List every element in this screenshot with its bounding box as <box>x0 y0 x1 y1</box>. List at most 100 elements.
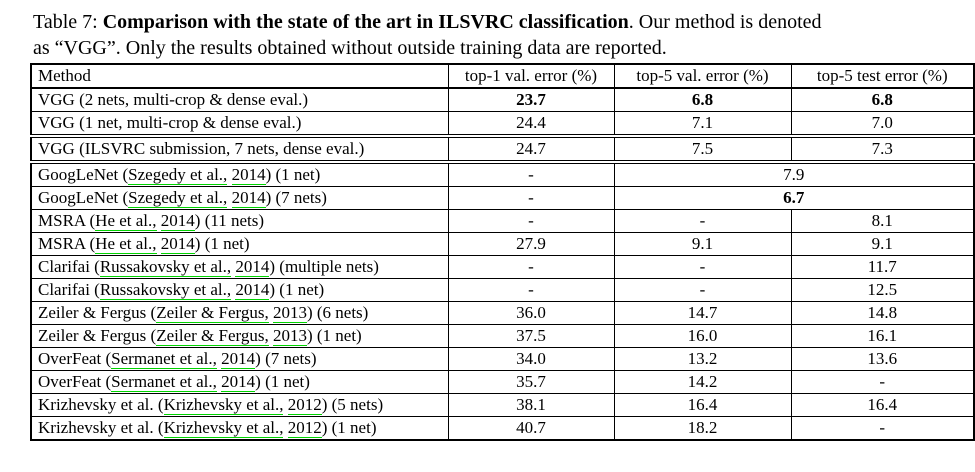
method-text: Krizhevsky et al. ( <box>38 395 164 414</box>
citation-link[interactable]: 2014 <box>231 165 266 185</box>
value-cell: - <box>790 370 975 394</box>
table-row: VGG (1 net, multi-crop & dense eval.) 24.… <box>30 111 975 137</box>
method-text <box>227 188 231 207</box>
table-row: Krizhevsky et al. (Krizhevsky et al., 20… <box>30 416 975 441</box>
method-cell: Clarifai (Russakovsky et al., 2014) (mul… <box>30 255 449 279</box>
citation-link[interactable]: 2014 <box>221 349 256 369</box>
method-text: GoogLeNet ( <box>38 188 129 207</box>
citation-link[interactable]: Sermanet et al., <box>111 349 217 369</box>
method-cell: MSRA (He et al., 2014) (1 net) <box>30 232 449 256</box>
value-cell: 9.1 <box>790 232 975 256</box>
citation-link[interactable]: 2014 <box>235 280 270 300</box>
value-cell: 6.8 <box>613 87 792 112</box>
method-text: ) (multiple nets) <box>269 257 379 276</box>
method-text: Zeiler & Fergus ( <box>38 326 157 345</box>
citation-link[interactable]: 2012 <box>287 418 322 438</box>
value-cell: 7.3 <box>790 134 975 163</box>
method-cell: Clarifai (Russakovsky et al., 2014) (1 n… <box>30 278 449 302</box>
citation-link[interactable]: Russakovsky et al., <box>99 280 232 300</box>
citation-link[interactable]: 2013 <box>272 303 307 323</box>
citation-link[interactable]: 2012 <box>287 395 322 415</box>
caption-line-2: as “VGG”. Only the results obtained with… <box>33 37 667 59</box>
col-header-top5-test-error: top-5 test error (%) <box>790 63 975 89</box>
citation-link[interactable]: 2014 <box>221 372 256 392</box>
value-cell: 24.4 <box>447 111 615 137</box>
results-table-body: VGG (2 nets, multi-crop & dense eval.) 23… <box>30 87 975 441</box>
value-cell: 6.8 <box>790 87 975 112</box>
value-cell: 6.7 <box>613 186 975 210</box>
method-cell: VGG (2 nets, multi-crop & dense eval.) <box>30 87 449 112</box>
method-text: ) (1 net) <box>306 326 362 345</box>
table-row: Clarifai (Russakovsky et al., 2014) (mul… <box>30 255 975 279</box>
caption-line-1: Table 7: Comparison with the state of th… <box>33 9 958 35</box>
value-cell: 23.7 <box>447 87 615 112</box>
value-cell: 14.8 <box>790 301 975 325</box>
col-header-top5-val-error: top-5 val. error (%) <box>613 63 792 89</box>
method-text: ) (5 nets) <box>321 395 384 414</box>
citation-link[interactable]: Krizhevsky et al., <box>163 418 284 438</box>
method-text: Clarifai ( <box>38 257 100 276</box>
citation-link[interactable]: Russakovsky et al., <box>99 257 232 277</box>
method-cell: OverFeat (Sermanet et al., 2014) (7 nets… <box>30 347 449 371</box>
value-cell: 7.0 <box>790 111 975 137</box>
value-cell: 16.4 <box>790 393 975 417</box>
method-text: Zeiler & Fergus ( <box>38 303 157 322</box>
table-row: Clarifai (Russakovsky et al., 2014) (1 n… <box>30 278 975 302</box>
table-row: VGG (2 nets, multi-crop & dense eval.) 23… <box>30 87 975 112</box>
method-cell: Zeiler & Fergus (Zeiler & Fergus, 2013) … <box>30 301 449 325</box>
method-text: GoogLeNet ( <box>38 165 129 184</box>
citation-link[interactable]: 2014 <box>235 257 270 277</box>
value-cell: 7.1 <box>613 111 792 137</box>
value-cell: 27.9 <box>447 232 615 256</box>
citation-link[interactable]: 2014 <box>160 211 195 231</box>
method-text: ) (1 net) <box>321 418 377 437</box>
citation-link[interactable]: Szegedy et al., <box>128 188 228 208</box>
citation-link[interactable]: 2014 <box>231 188 266 208</box>
table-row: GoogLeNet (Szegedy et al., 2014) (1 net)… <box>30 160 975 187</box>
citation-link[interactable]: Zeiler & Fergus, <box>156 303 269 323</box>
value-cell: 11.7 <box>790 255 975 279</box>
value-cell: - <box>447 186 615 210</box>
method-text: ) (6 nets) <box>306 303 369 322</box>
citation-link[interactable]: Zeiler & Fergus, <box>156 326 269 346</box>
method-text: ) (1 net) <box>255 372 310 391</box>
method-text: ) (7 nets) <box>255 349 317 368</box>
citation-link[interactable]: He et al., <box>95 234 157 254</box>
table-row: Zeiler & Fergus (Zeiler & Fergus, 2013) … <box>30 301 975 325</box>
value-cell: - <box>447 278 615 302</box>
method-text: OverFeat ( <box>38 349 112 368</box>
method-text: ) (11 nets) <box>194 211 265 230</box>
table-row: MSRA (He et al., 2014) (11 nets) - -8.1 <box>30 209 975 233</box>
method-cell: VGG (1 net, multi-crop & dense eval.) <box>30 111 449 137</box>
citation-link[interactable]: Sermanet et al., <box>111 372 217 392</box>
value-cell: - <box>447 160 615 187</box>
table-row: Krizhevsky et al. (Krizhevsky et al., 20… <box>30 393 975 417</box>
method-text <box>227 166 231 184</box>
citation-link[interactable]: Szegedy et al., <box>128 165 228 185</box>
value-cell: 40.7 <box>447 416 615 441</box>
value-cell: 14.7 <box>613 301 792 325</box>
value-cell: - <box>447 255 615 279</box>
table-row: VGG (ILSVRC submission, 7 nets, dense ev… <box>30 134 975 163</box>
value-cell: - <box>613 209 792 233</box>
citation-link[interactable]: Krizhevsky et al., <box>163 395 284 415</box>
value-cell: 13.2 <box>613 347 792 371</box>
table-row: Zeiler & Fergus (Zeiler & Fergus, 2013) … <box>30 324 975 348</box>
citation-link[interactable]: 2014 <box>160 234 195 254</box>
value-cell: 8.1 <box>790 209 975 233</box>
caption-table-number: Table 7: <box>33 11 103 33</box>
value-cell: 16.1 <box>790 324 975 348</box>
citation-link[interactable]: 2013 <box>272 326 307 346</box>
method-text: ) (1 net) <box>194 234 250 253</box>
value-cell: 18.2 <box>613 416 792 441</box>
table-row: GoogLeNet (Szegedy et al., 2014) (7 nets… <box>30 186 975 210</box>
caption-title: Comparison with the state of the art in … <box>102 11 629 33</box>
method-text: VGG (2 nets, multi-crop & dense eval.) <box>38 90 309 109</box>
col-header-method: Method <box>30 63 449 89</box>
citation-link[interactable]: He et al., <box>95 211 157 231</box>
results-table: Method top-1 val. error (%) top-5 val. e… <box>30 63 975 441</box>
table-row: OverFeat (Sermanet et al., 2014) (1 net)… <box>30 370 975 394</box>
value-cell: - <box>613 278 792 302</box>
value-cell: 7.9 <box>613 160 975 187</box>
value-cell: 35.7 <box>447 370 615 394</box>
